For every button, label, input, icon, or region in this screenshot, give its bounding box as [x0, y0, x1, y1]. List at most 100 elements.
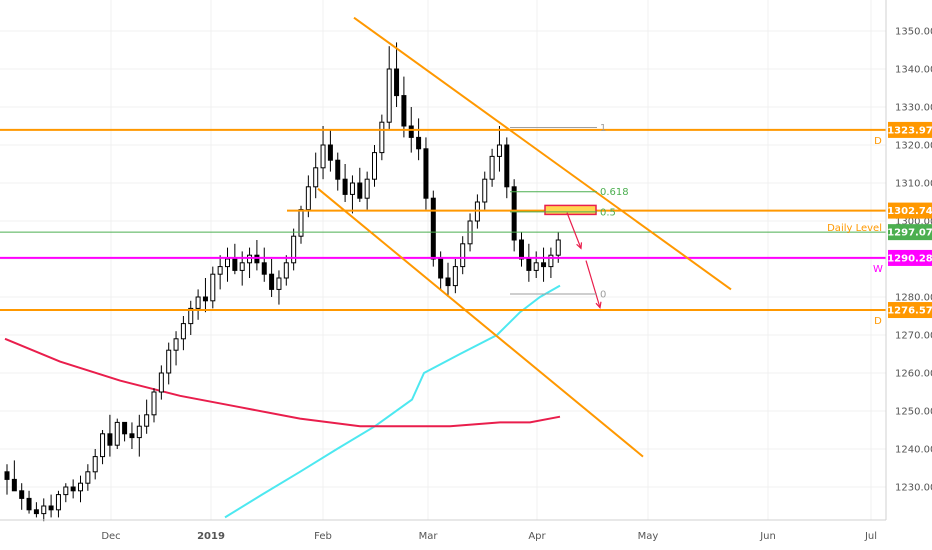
candle-body: [372, 152, 377, 180]
time-tick-label: Jul: [864, 531, 877, 542]
candle-body: [482, 178, 488, 203]
daily-level-label: Daily Level: [827, 223, 882, 234]
price-tick-label: 1270.00: [895, 331, 932, 342]
candle-body: [276, 277, 282, 290]
candle-body: [533, 262, 539, 271]
projection-arrow-head: [576, 242, 583, 250]
candle-body: [92, 456, 98, 473]
candle-body: [511, 186, 517, 241]
time-tick-label: Feb: [314, 531, 332, 542]
candle-body: [548, 254, 554, 268]
candle-body: [452, 266, 458, 287]
price-tag: [888, 302, 932, 319]
time-tick-label: Jun: [759, 531, 776, 542]
price-tag-label: 1323.97: [887, 125, 932, 136]
level-marker: D: [874, 316, 882, 327]
horizontal-levels: D W D: [0, 128, 886, 327]
price-tags: 1323.97 1302.74 1297.07 1290.28 1276.57: [887, 121, 932, 319]
candle-body: [70, 486, 76, 492]
candle-body: [254, 254, 260, 264]
candle-body: [555, 239, 561, 256]
candle-body: [180, 323, 186, 340]
candle-body: [202, 296, 208, 302]
price-tag: [888, 121, 932, 138]
candle-body: [379, 121, 385, 154]
price-tag: [888, 202, 932, 219]
level-marker: D: [874, 136, 882, 147]
candle-body: [408, 125, 414, 138]
candle-body: [416, 136, 422, 150]
candlesticks: [4, 42, 561, 522]
candle-body: [305, 186, 311, 211]
candle-body: [357, 182, 363, 199]
candle-body: [247, 254, 253, 264]
candle-body: [41, 505, 47, 515]
price-tick-label: 1250.00: [895, 407, 932, 418]
candle-body: [526, 258, 532, 271]
candle-body: [63, 486, 69, 496]
time-axis[interactable]: Dec 2019 Feb Mar Apr May Jun Jul: [101, 531, 877, 542]
candle-body: [166, 349, 172, 374]
candle-body: [349, 182, 355, 195]
candle-body: [364, 178, 370, 199]
candle-body: [225, 258, 230, 268]
price-tag: [888, 249, 932, 266]
candle-body: [460, 243, 466, 268]
resistance-zone-box: [544, 204, 597, 216]
price-tick-label: 1350.00: [895, 27, 932, 38]
candle-body: [342, 178, 348, 195]
candle-body: [85, 471, 91, 484]
fib-label: 1: [600, 123, 606, 134]
candle-body: [4, 471, 10, 480]
price-tag-label: 1302.74: [887, 206, 932, 217]
fib-label: 0.618: [600, 187, 629, 198]
candle-body: [158, 372, 164, 393]
projection-arrow: [566, 212, 582, 249]
time-tick-label: Mar: [419, 531, 439, 542]
candle-body: [519, 239, 524, 260]
candle-body: [394, 68, 400, 97]
candle-body: [438, 258, 444, 279]
candle-body: [335, 159, 341, 180]
candle-body: [401, 95, 407, 127]
candle-body: [504, 144, 510, 188]
fib-label: 0.5: [600, 207, 616, 218]
price-tick-label: 1240.00: [895, 445, 932, 456]
fib-retracement: 1 0.618 0.5 0: [510, 123, 629, 300]
price-tag-label: 1297.07: [887, 228, 932, 239]
time-tick-label: Dec: [101, 531, 120, 542]
projection-arrow-head: [595, 301, 602, 309]
candle-body: [445, 277, 451, 287]
candle-body: [430, 197, 436, 260]
candle-body: [19, 490, 25, 499]
candle-body: [210, 273, 216, 302]
candle-body: [100, 433, 106, 458]
price-tick-label: 1320.00: [895, 141, 932, 152]
candle-body: [55, 494, 61, 511]
trend-line-upper: [353, 16, 732, 291]
price-tag-label: 1290.28: [887, 253, 932, 264]
price-tick-label: 1310.00: [895, 179, 932, 190]
price-tick-label: 1330.00: [895, 103, 932, 114]
candle-body: [173, 338, 179, 351]
price-axis[interactable]: 1230.00 1240.00 1250.00 1260.00 1270.00 1280.…: [895, 0, 932, 494]
level-marker: W: [873, 264, 883, 275]
time-tick-label: May: [638, 531, 659, 542]
time-tick-label: Apr: [528, 531, 546, 542]
projection-arrow: [585, 260, 601, 308]
price-tag: [888, 224, 932, 241]
price-tick-label: 1300.00: [895, 217, 932, 228]
candle-body: [541, 262, 547, 268]
price-tick-label: 1260.00: [895, 369, 932, 380]
candle-body: [33, 509, 39, 515]
candle-body: [232, 258, 238, 271]
trend-line-lower: [317, 187, 644, 458]
price-tick-label: 1280.00: [895, 293, 932, 304]
candle-body: [144, 414, 150, 427]
candle-body: [327, 144, 333, 161]
candle-body: [122, 421, 128, 435]
candle-body: [136, 425, 142, 439]
moving-average-cyan: [224, 284, 561, 519]
candle-body: [78, 482, 83, 492]
